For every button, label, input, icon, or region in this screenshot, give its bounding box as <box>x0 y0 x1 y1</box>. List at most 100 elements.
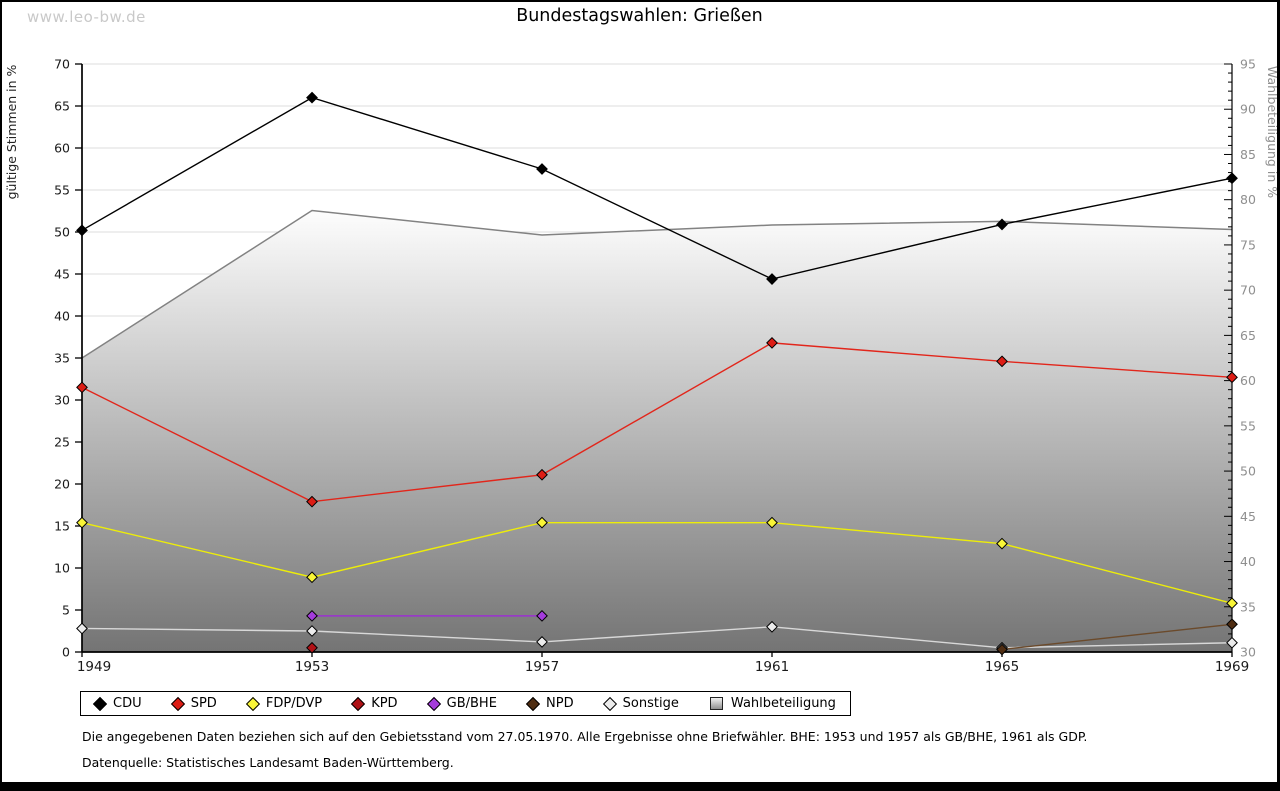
right-axis-ticks: 30 35 40 45 50 55 60 65 70 75 80 85 90 95 <box>1224 57 1256 660</box>
x-axis-ticks: 1949 1953 1957 1961 1965 1969 <box>77 652 1249 675</box>
svg-text:95: 95 <box>1240 57 1256 72</box>
svg-text:40: 40 <box>54 309 70 324</box>
data-source-text: Datenquelle: Statistisches Landesamt Bad… <box>82 755 454 770</box>
svg-text:gültige Stimmen in %: gültige Stimmen in % <box>4 64 19 199</box>
legend-label: GB/BHE <box>446 696 497 711</box>
svg-text:1961: 1961 <box>755 659 789 675</box>
svg-text:65: 65 <box>54 99 70 114</box>
data-point-kpd-1953 <box>306 641 318 654</box>
legend-item-cdu: CDU <box>92 696 142 711</box>
series-cdu <box>76 91 1238 285</box>
svg-text:0: 0 <box>62 645 70 660</box>
data-point-cdu-1953 <box>306 91 318 104</box>
axis-titles: gültige Stimmen in % Wahlbeteiligung in % <box>4 64 1280 199</box>
legend-label: NPD <box>546 696 574 711</box>
data-point-spd-1965 <box>996 355 1008 368</box>
turnout-area <box>81 209 1233 652</box>
data-point-gb-bhe-1953 <box>306 609 318 622</box>
legend-label: Wahlbeteiligung <box>730 696 836 711</box>
data-point-fdp-dvp-1953 <box>306 571 318 584</box>
svg-text:70: 70 <box>54 57 70 72</box>
svg-text:1949: 1949 <box>77 659 111 675</box>
data-point-cdu-1965 <box>996 218 1008 231</box>
data-point-sonstige-1949 <box>76 622 88 635</box>
svg-text:85: 85 <box>1240 147 1256 162</box>
data-point-sonstige-1957 <box>536 636 548 648</box>
kpd-diamond-icon <box>351 696 366 711</box>
data-point-spd-1969 <box>1226 371 1238 384</box>
cdu-diamond-icon <box>92 696 108 711</box>
series-npd <box>996 618 1238 656</box>
gb-bhe-diamond-icon <box>426 696 441 711</box>
data-point-cdu-1969 <box>1226 172 1238 185</box>
data-point-spd-1957 <box>536 468 548 481</box>
svg-text:35: 35 <box>54 351 70 366</box>
svg-text:55: 55 <box>1240 418 1256 433</box>
svg-text:30: 30 <box>1240 645 1256 660</box>
chart-title: Bundestagswahlen: Grießen <box>516 6 763 26</box>
svg-text:80: 80 <box>1240 192 1256 207</box>
npd-diamond-icon <box>525 696 541 711</box>
svg-text:45: 45 <box>1240 509 1256 524</box>
left-axis-ticks: 0 5 10 15 20 25 30 35 40 45 50 55 60 65 70 <box>54 57 82 660</box>
svg-text:60: 60 <box>54 141 70 156</box>
turnout-area-swatch <box>709 697 723 710</box>
legend-label: FDP/DVP <box>265 696 323 711</box>
legend-item-fdp-dvp: FDP/DVP <box>245 696 323 711</box>
svg-text:55: 55 <box>54 183 70 198</box>
svg-text:90: 90 <box>1240 102 1256 117</box>
footnote-text: Die angegebenen Daten beziehen sich auf … <box>82 729 1088 744</box>
chart-legend: CDU SPD FDP/DVP KPD GB/BHE NPD Sonstige Wahlbet… <box>80 691 851 716</box>
data-point-spd-1949 <box>76 381 88 394</box>
legend-item-npd: NPD <box>525 696 574 711</box>
svg-text:1969: 1969 <box>1215 659 1249 675</box>
legend-item-spd: SPD <box>170 696 217 711</box>
svg-text:30: 30 <box>54 393 70 408</box>
svg-text:Wahlbeteiligung in %: Wahlbeteiligung in % <box>1265 66 1280 198</box>
svg-text:50: 50 <box>54 225 70 240</box>
data-point-sonstige-1969 <box>1226 636 1238 649</box>
legend-item-sonstige: Sonstige <box>602 696 679 711</box>
data-point-cdu-1949 <box>76 224 88 237</box>
data-point-sonstige-1961 <box>766 620 778 633</box>
svg-text:60: 60 <box>1240 373 1256 388</box>
election-line-chart: 0 5 10 15 20 25 30 35 40 45 50 55 60 65 70 30 35 40 45 50 55… <box>4 57 1280 676</box>
data-point-cdu-1957 <box>536 163 548 175</box>
legend-label: SPD <box>190 696 217 711</box>
data-point-fdp-dvp-1957 <box>536 516 548 529</box>
data-point-npd-1965 <box>996 643 1008 656</box>
data-point-cdu-1961 <box>766 273 778 285</box>
data-point-npd-1969 <box>1226 618 1238 631</box>
watermark-url: www.leo-bw.de <box>27 8 146 26</box>
svg-text:20: 20 <box>54 477 70 492</box>
spd-diamond-icon <box>170 696 185 711</box>
legend-item-wahlbeteiligung: Wahlbeteiligung <box>709 696 836 711</box>
svg-text:1965: 1965 <box>985 659 1019 675</box>
data-point-spd-1961 <box>766 336 778 349</box>
svg-text:10: 10 <box>54 561 70 576</box>
data-point-fdp-dvp-1965 <box>996 537 1008 550</box>
series-fdp-dvp <box>76 516 1238 610</box>
legend-item-kpd: KPD <box>351 696 398 711</box>
svg-text:45: 45 <box>54 267 70 282</box>
svg-text:50: 50 <box>1240 464 1256 479</box>
svg-text:40: 40 <box>1240 554 1256 569</box>
svg-text:70: 70 <box>1240 283 1256 298</box>
legend-item-gb-bhe: GB/BHE <box>426 696 497 711</box>
sonstige-diamond-icon <box>602 696 617 711</box>
svg-text:75: 75 <box>1240 237 1256 252</box>
svg-text:1953: 1953 <box>295 659 329 675</box>
fdp-dvp-diamond-icon <box>245 696 260 711</box>
legend-label: Sonstige <box>622 696 679 711</box>
series-sonstige <box>76 620 1238 654</box>
data-point-fdp-dvp-1961 <box>766 516 778 529</box>
svg-text:1957: 1957 <box>525 659 559 675</box>
data-point-sonstige-1953 <box>306 625 318 637</box>
series-spd <box>76 336 1238 508</box>
data-point-fdp-dvp-1969 <box>1226 597 1238 610</box>
svg-text:15: 15 <box>54 519 70 534</box>
legend-label: KPD <box>371 696 398 711</box>
data-point-spd-1953 <box>306 495 318 508</box>
series-gb-bhe <box>306 609 548 622</box>
